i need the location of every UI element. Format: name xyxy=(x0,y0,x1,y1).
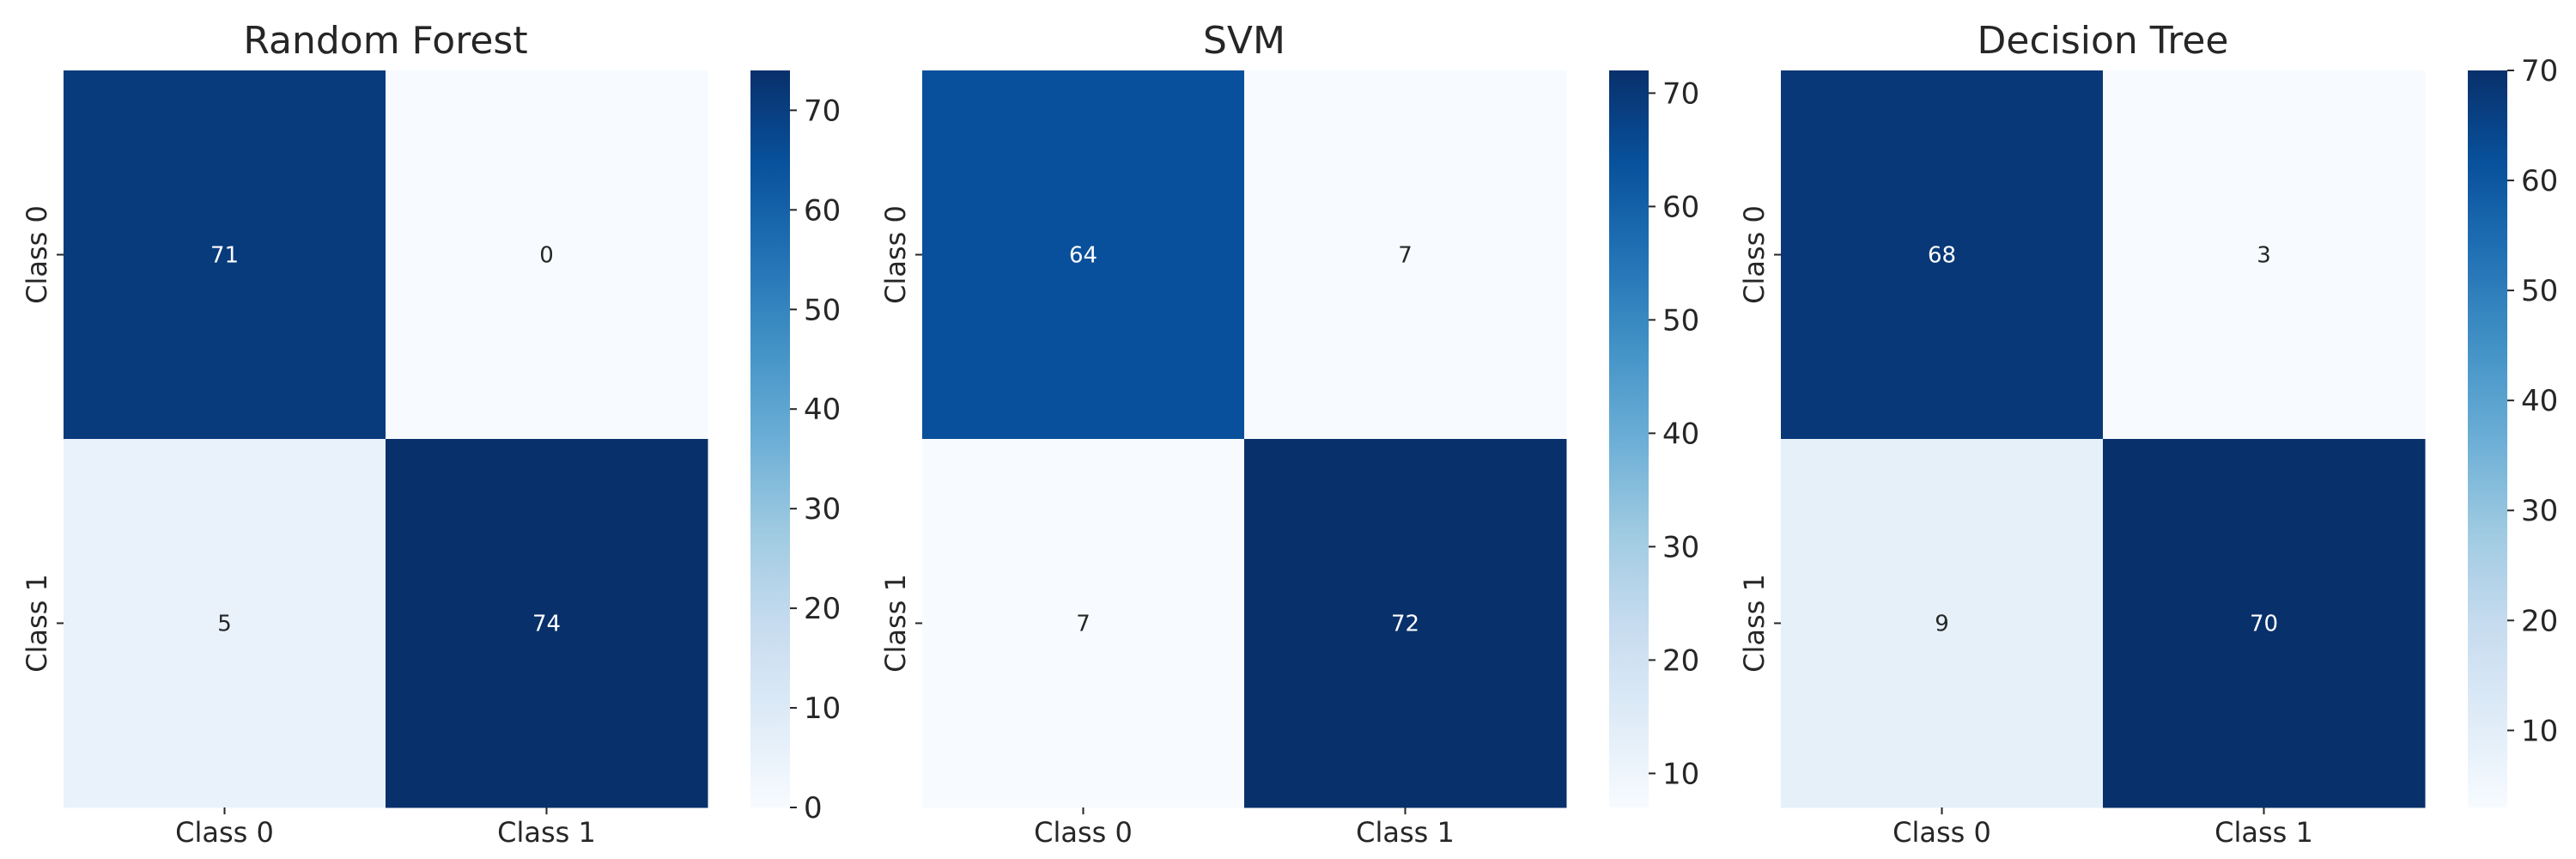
cell-value-label: 3 xyxy=(2257,243,2271,269)
cell-value-label: 5 xyxy=(217,612,232,637)
colorbar-tick-label: 70 xyxy=(1662,76,1699,111)
heatmap-cell xyxy=(2103,439,2426,808)
colorbar-tick-label: 70 xyxy=(804,94,841,128)
colorbar-tick-label: 60 xyxy=(804,193,841,228)
heatmap-cell xyxy=(922,439,1245,808)
colorbar-tick-label: 20 xyxy=(1662,643,1699,678)
colorbar-tick-label: 0 xyxy=(804,791,823,825)
colorbar-tick-label: 10 xyxy=(2521,714,2558,748)
colorbar-tick-label: 10 xyxy=(1662,757,1699,791)
x-tick-label: Class 0 xyxy=(175,816,274,849)
heatmap-cell xyxy=(1244,439,1567,808)
y-tick-label: Class 1 xyxy=(879,574,912,673)
panel-title: SVM xyxy=(1203,19,1285,63)
cell-value-label: 7 xyxy=(1076,612,1091,637)
colorbar-tick-label: 50 xyxy=(1662,303,1699,338)
colorbar-tick-label: 60 xyxy=(2521,164,2558,198)
colorbar-tick-label: 10 xyxy=(804,691,841,726)
cell-value-label: 74 xyxy=(532,612,561,637)
x-tick-label: Class 1 xyxy=(1356,816,1455,849)
colorbar xyxy=(2468,70,2507,807)
panel-3: Decision Tree 68 3 9 70 Class 0 Class 1 Class 0… xyxy=(1738,19,2558,849)
heatmap-cell xyxy=(64,439,386,808)
colorbar-tick-label: 40 xyxy=(2521,384,2558,418)
cell-value-label: 72 xyxy=(1391,612,1419,637)
x-tick-label: Class 0 xyxy=(1893,816,1991,849)
heatmap-cell xyxy=(2103,70,2426,440)
x-tick-label: Class 1 xyxy=(2215,816,2313,849)
colorbar-tick-label: 20 xyxy=(804,592,841,626)
y-tick-label: Class 0 xyxy=(879,205,912,304)
cell-value-label: 68 xyxy=(1928,243,1956,269)
heatmap-cell xyxy=(1781,439,2104,808)
heatmap-cell xyxy=(386,70,708,440)
colorbar-tick-label: 40 xyxy=(1662,417,1699,451)
heatmap-cell xyxy=(922,70,1245,440)
colorbar-tick-label: 50 xyxy=(2521,274,2558,308)
panel-title: Random Forest xyxy=(243,19,527,63)
x-tick-label: Class 1 xyxy=(497,816,596,849)
heatmap-cell xyxy=(1244,70,1567,440)
cell-value-label: 64 xyxy=(1069,243,1097,269)
heatmap-cell xyxy=(64,70,386,440)
cell-value-label: 9 xyxy=(1935,612,1949,637)
colorbar-tick-label: 70 xyxy=(2521,54,2558,88)
x-tick-label: Class 0 xyxy=(1034,816,1133,849)
panel-2: SVM 64 7 7 72 Class 0 Class 1 Class 0 Class 1 10 2… xyxy=(879,19,1699,849)
cell-value-label: 0 xyxy=(539,243,554,269)
colorbar-tick-label: 30 xyxy=(804,492,841,527)
y-tick-label: Class 0 xyxy=(1738,205,1771,304)
colorbar-tick-label: 60 xyxy=(1662,190,1699,224)
colorbar-tick-label: 40 xyxy=(804,393,841,427)
panel-title: Decision Tree xyxy=(1978,19,2229,63)
cell-value-label: 70 xyxy=(2250,612,2278,637)
y-tick-label: Class 0 xyxy=(21,205,53,304)
colorbar-tick-label: 30 xyxy=(2521,494,2558,528)
colorbar xyxy=(750,70,790,807)
heatmap-cell xyxy=(1781,70,2104,440)
panel-1: Random Forest 71 0 5 74 Class 0 Class 1 Class 0… xyxy=(21,19,841,849)
colorbar xyxy=(1609,70,1649,807)
cell-value-label: 7 xyxy=(1398,243,1413,269)
y-tick-label: Class 1 xyxy=(1738,574,1771,673)
cell-value-label: 71 xyxy=(210,243,239,269)
y-tick-label: Class 1 xyxy=(21,574,53,673)
colorbar-tick-label: 20 xyxy=(2521,604,2558,638)
colorbar-tick-label: 50 xyxy=(804,293,841,327)
heatmap-cell xyxy=(386,439,708,808)
colorbar-tick-label: 30 xyxy=(1662,530,1699,564)
